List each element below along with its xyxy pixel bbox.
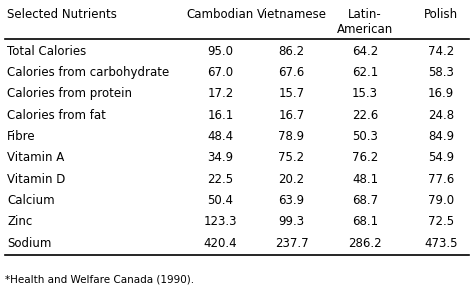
Text: Calcium: Calcium bbox=[7, 194, 55, 207]
Text: 54.9: 54.9 bbox=[428, 151, 454, 164]
Text: 99.3: 99.3 bbox=[278, 215, 305, 228]
Text: Calories from protein: Calories from protein bbox=[7, 88, 132, 100]
Text: Cambodian: Cambodian bbox=[187, 8, 254, 21]
Text: 22.5: 22.5 bbox=[207, 173, 234, 186]
Text: Calories from carbohydrate: Calories from carbohydrate bbox=[7, 66, 169, 79]
Text: Vitamin D: Vitamin D bbox=[7, 173, 65, 186]
Text: 63.9: 63.9 bbox=[278, 194, 305, 207]
Text: 95.0: 95.0 bbox=[208, 45, 233, 58]
Text: 58.3: 58.3 bbox=[428, 66, 454, 79]
Text: Selected Nutrients: Selected Nutrients bbox=[7, 8, 117, 21]
Text: 286.2: 286.2 bbox=[348, 237, 382, 250]
Text: Total Calories: Total Calories bbox=[7, 45, 86, 58]
Text: 79.0: 79.0 bbox=[428, 194, 454, 207]
Text: 72.5: 72.5 bbox=[428, 215, 454, 228]
Text: 75.2: 75.2 bbox=[278, 151, 305, 164]
Text: 17.2: 17.2 bbox=[207, 88, 234, 100]
Text: 84.9: 84.9 bbox=[428, 130, 454, 143]
Text: Polish: Polish bbox=[424, 8, 458, 21]
Text: 22.6: 22.6 bbox=[352, 109, 378, 122]
Text: Vietnamese: Vietnamese bbox=[256, 8, 327, 21]
Text: 48.1: 48.1 bbox=[352, 173, 378, 186]
Text: 68.7: 68.7 bbox=[352, 194, 378, 207]
Text: *Health and Welfare Canada (1990).: *Health and Welfare Canada (1990). bbox=[5, 275, 194, 285]
Text: 15.7: 15.7 bbox=[278, 88, 305, 100]
Text: 64.2: 64.2 bbox=[352, 45, 378, 58]
Text: 50.3: 50.3 bbox=[352, 130, 378, 143]
Text: 237.7: 237.7 bbox=[275, 237, 308, 250]
Text: 68.1: 68.1 bbox=[352, 215, 378, 228]
Text: Vitamin A: Vitamin A bbox=[7, 151, 64, 164]
Text: 74.2: 74.2 bbox=[428, 45, 454, 58]
Text: 123.3: 123.3 bbox=[204, 215, 237, 228]
Text: 24.8: 24.8 bbox=[428, 109, 454, 122]
Text: 473.5: 473.5 bbox=[424, 237, 457, 250]
Text: 78.9: 78.9 bbox=[278, 130, 305, 143]
Text: 67.0: 67.0 bbox=[207, 66, 234, 79]
Text: Zinc: Zinc bbox=[7, 215, 32, 228]
Text: Fibre: Fibre bbox=[7, 130, 36, 143]
Text: 16.7: 16.7 bbox=[278, 109, 305, 122]
Text: Sodium: Sodium bbox=[7, 237, 52, 250]
Text: 20.2: 20.2 bbox=[278, 173, 305, 186]
Text: Latin-
American: Latin- American bbox=[337, 8, 393, 36]
Text: Calories from fat: Calories from fat bbox=[7, 109, 106, 122]
Text: 48.4: 48.4 bbox=[207, 130, 234, 143]
Text: 67.6: 67.6 bbox=[278, 66, 305, 79]
Text: 86.2: 86.2 bbox=[278, 45, 305, 58]
Text: 50.4: 50.4 bbox=[208, 194, 233, 207]
Text: 16.1: 16.1 bbox=[207, 109, 234, 122]
Text: 62.1: 62.1 bbox=[352, 66, 378, 79]
Text: 76.2: 76.2 bbox=[352, 151, 378, 164]
Text: 15.3: 15.3 bbox=[352, 88, 378, 100]
Text: 420.4: 420.4 bbox=[204, 237, 237, 250]
Text: 77.6: 77.6 bbox=[428, 173, 454, 186]
Text: 34.9: 34.9 bbox=[207, 151, 234, 164]
Text: 16.9: 16.9 bbox=[428, 88, 454, 100]
